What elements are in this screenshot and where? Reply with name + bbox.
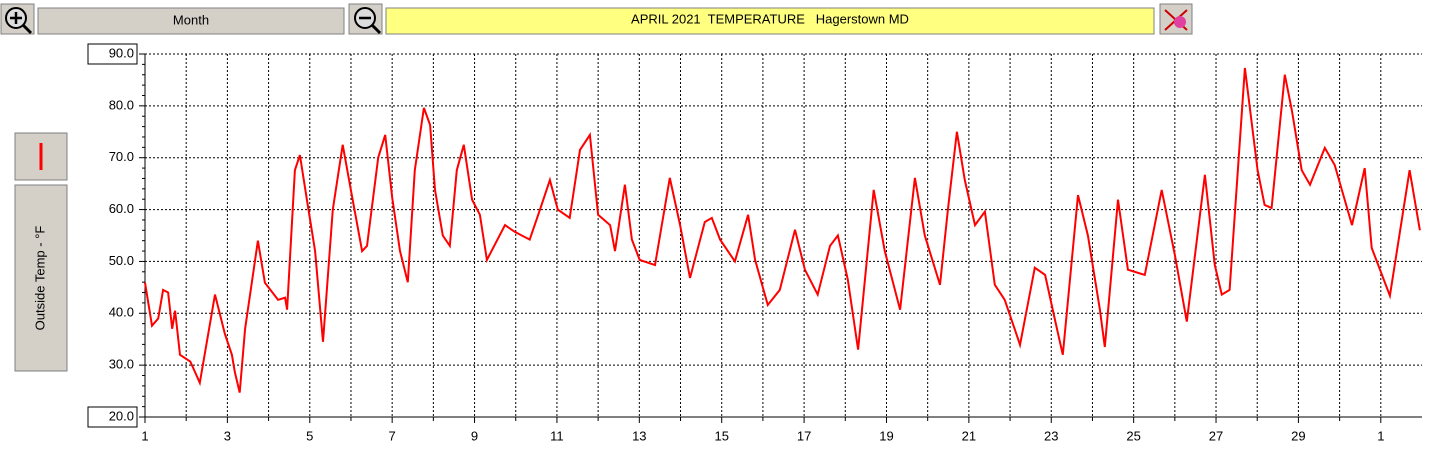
x-tick-label: 7 xyxy=(389,428,396,443)
y-tick-box xyxy=(87,43,138,65)
y-tick-label: 30.0 xyxy=(109,357,134,372)
range-button[interactable] xyxy=(37,7,345,35)
range-label: Month xyxy=(173,12,209,27)
x-tick-label: 21 xyxy=(962,428,976,443)
plot-area xyxy=(145,54,1422,417)
y-tick-label: 20.0 xyxy=(109,408,134,423)
y-tick-label: 40.0 xyxy=(109,305,134,320)
x-tick-label: 17 xyxy=(797,428,811,443)
y-tick-label: 50.0 xyxy=(109,253,134,268)
y-tick-label: 70.0 xyxy=(109,149,134,164)
x-tick-label: 3 xyxy=(224,428,231,443)
y-tick-label: 90.0 xyxy=(109,45,134,60)
x-tick-label: 1 xyxy=(141,428,148,443)
x-tick-label: 1 xyxy=(1377,428,1384,443)
y-tick-label: 80.0 xyxy=(109,97,134,112)
x-tick-label: 15 xyxy=(714,428,728,443)
legend-label: Outside Temp - °F xyxy=(32,226,47,331)
zoom-in[interactable] xyxy=(0,3,35,35)
y-tick-box xyxy=(87,406,138,428)
settings-icon[interactable] xyxy=(1159,3,1193,35)
x-tick-label: 27 xyxy=(1209,428,1223,443)
x-tick-label: 19 xyxy=(879,428,893,443)
x-tick-label: 11 xyxy=(550,428,564,443)
x-tick-label: 29 xyxy=(1291,428,1305,443)
title-box xyxy=(385,7,1155,35)
zoom-out[interactable] xyxy=(348,3,383,35)
x-tick-label: 25 xyxy=(1126,428,1140,443)
chart-title: APRIL 2021 TEMPERATURE Hagerstown MD xyxy=(631,11,909,26)
x-tick-label: 13 xyxy=(632,428,646,443)
x-tick-label: 23 xyxy=(1044,428,1058,443)
legend-button[interactable] xyxy=(14,184,68,372)
x-tick-label: 9 xyxy=(471,428,478,443)
x-tick-label: 5 xyxy=(306,428,313,443)
series-line xyxy=(144,67,1421,393)
y-tick-label: 60.0 xyxy=(109,201,134,216)
